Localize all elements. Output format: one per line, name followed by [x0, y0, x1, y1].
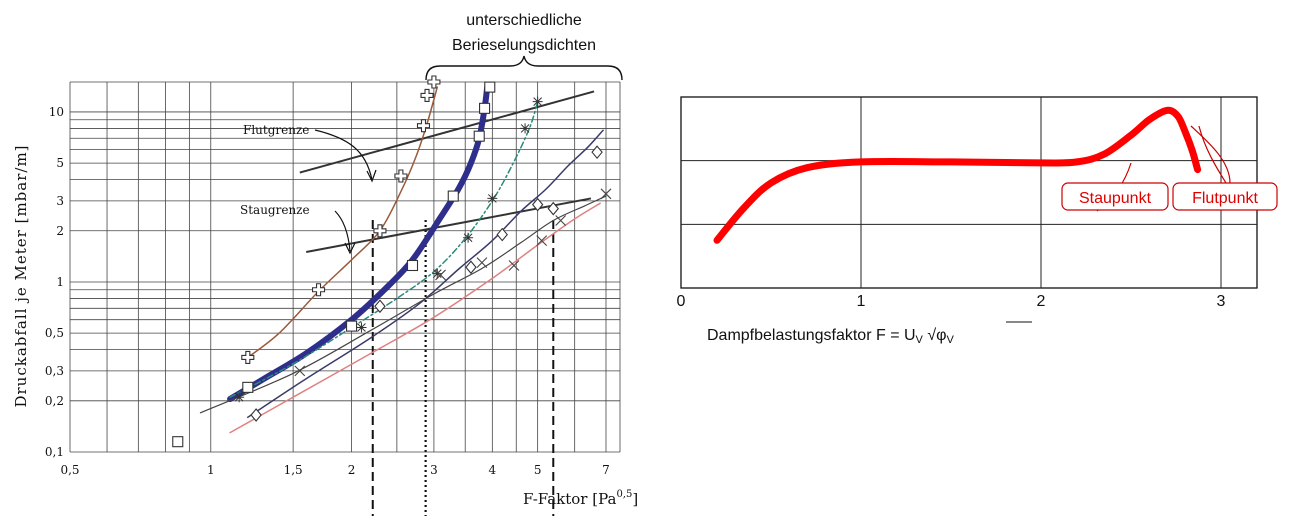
- marker-plus: [394, 169, 408, 183]
- marker-star: [356, 322, 367, 333]
- staugrenze-label: Staugrenze: [240, 203, 310, 217]
- right-chart: 0 1 2 3 Staupunkt Flutpunkt Dampfbelastungs…: [677, 96, 1278, 346]
- marker-star: [234, 392, 245, 403]
- x-tick-label: 0: [677, 293, 686, 310]
- right-series: [713, 106, 1202, 244]
- x-tick-label: 7: [602, 463, 610, 477]
- marker-plus: [420, 88, 434, 103]
- marker-square: [484, 81, 496, 93]
- limit-line: [306, 197, 592, 254]
- marker-plus: [373, 224, 387, 238]
- marker-star: [532, 96, 543, 107]
- y-tick-label: 2: [56, 224, 64, 238]
- x-tick-label: 4: [489, 463, 497, 477]
- marker-star: [487, 193, 498, 204]
- right-gridlines: [681, 97, 1257, 288]
- left-limit-lines: [299, 90, 595, 254]
- series-line-5: [199, 195, 607, 414]
- marker-star: [463, 232, 474, 243]
- marker-x: [508, 260, 520, 271]
- right-plot-frame: [680, 96, 1258, 289]
- marker-plus: [311, 283, 326, 297]
- y-tick-label: 0,5: [45, 326, 64, 340]
- right-x-tick-labels: 0 1 2 3: [677, 293, 1226, 310]
- red-curve: [713, 106, 1202, 244]
- marker-x: [600, 188, 612, 200]
- y-tick-label: 1: [56, 275, 64, 289]
- marker-plus: [416, 119, 431, 133]
- x-tick-label: 2: [348, 463, 356, 477]
- brace-label-line1: unterschiedliche: [466, 12, 582, 29]
- marker-square: [242, 381, 254, 393]
- left-markers: [172, 75, 612, 448]
- x-tick-label: 0,5: [60, 463, 79, 477]
- left-chart: 0,5 1 1,5 2 3 4 5 7 0,1 0,2 0,3 0,5 1 2 3 5 10 Flutgren…: [12, 12, 638, 516]
- marker-diamond: [547, 201, 559, 216]
- staugrenze-arrow: [334, 210, 351, 252]
- left-x-tick-labels: 0,5 1 1,5 2 3 4 5 7: [60, 463, 609, 477]
- y-tick-label: 0,3: [45, 364, 64, 378]
- flutgrenze-label: Flutgrenze: [243, 123, 309, 137]
- flutpunkt-label: Flutpunkt: [1192, 190, 1258, 207]
- staupunkt-box: [1061, 182, 1169, 211]
- marker-star: [520, 123, 531, 134]
- flutgrenze-arrowhead: [366, 169, 377, 183]
- y-tick-label: 0,1: [45, 445, 64, 459]
- marker-diamond: [591, 145, 603, 160]
- marker-x: [435, 269, 446, 281]
- x-tick-label: 3: [1217, 293, 1226, 310]
- marker-star: [432, 268, 443, 279]
- marker-x: [536, 235, 548, 247]
- flutpunkt-box: [1172, 182, 1278, 211]
- series-line-6: [229, 202, 601, 434]
- marker-square: [346, 320, 358, 332]
- brace-label-line2: Berieselungsdichten: [452, 37, 596, 54]
- x-tick-label: 3: [430, 463, 438, 477]
- marker-x: [555, 215, 567, 226]
- x-tick-label: 1: [857, 293, 866, 310]
- marker-x: [294, 365, 306, 377]
- marker-diamond: [531, 197, 544, 212]
- y-tick-label: 5: [56, 156, 64, 170]
- left-gridlines: [69, 81, 621, 453]
- flutpunkt-pointer-2: [1190, 125, 1231, 184]
- left-y-tick-labels: 0,1 0,2 0,3 0,5 1 2 3 5 10: [45, 105, 64, 459]
- staupunkt-label: Staupunkt: [1079, 190, 1152, 207]
- left-series: [199, 84, 607, 434]
- marker-diamond: [496, 227, 508, 242]
- brace: [425, 55, 623, 81]
- marker-square: [172, 436, 184, 448]
- left-x-axis-title: F-Faktor [Pa0,5]: [523, 489, 638, 508]
- y-tick-label: 3: [56, 194, 64, 208]
- marker-x: [476, 257, 488, 268]
- limit-line: [299, 90, 595, 174]
- flutgrenze-arrow: [314, 129, 373, 181]
- right-x-axis-title: Dampfbelastungsfaktor F = UV √φV: [707, 327, 955, 346]
- marker-square: [406, 259, 419, 272]
- left-y-axis-title: Druckabfall je Meter [mbar/m]: [12, 144, 30, 407]
- y-tick-label: 0,2: [45, 394, 64, 408]
- x-tick-label: 1,5: [284, 463, 303, 477]
- marker-square: [479, 102, 491, 114]
- y-tick-label: 10: [49, 105, 64, 119]
- marker-diamond: [465, 260, 477, 275]
- marker-plus: [241, 350, 255, 364]
- marker-square: [447, 190, 459, 202]
- staugrenze-arrowhead: [344, 242, 356, 255]
- marker-plus: [427, 75, 441, 89]
- flutpunkt-pointer-1: [1198, 125, 1227, 184]
- series-line-4: [247, 129, 604, 419]
- series-line-3: [229, 100, 539, 398]
- x-tick-label: 1: [207, 463, 215, 477]
- marker-diamond: [374, 299, 386, 314]
- left-reference-lines: [371, 220, 555, 516]
- marker-diamond: [250, 408, 262, 422]
- x-tick-label: 5: [534, 463, 542, 477]
- x-tick-label: 2: [1037, 293, 1046, 310]
- marker-square: [473, 130, 485, 142]
